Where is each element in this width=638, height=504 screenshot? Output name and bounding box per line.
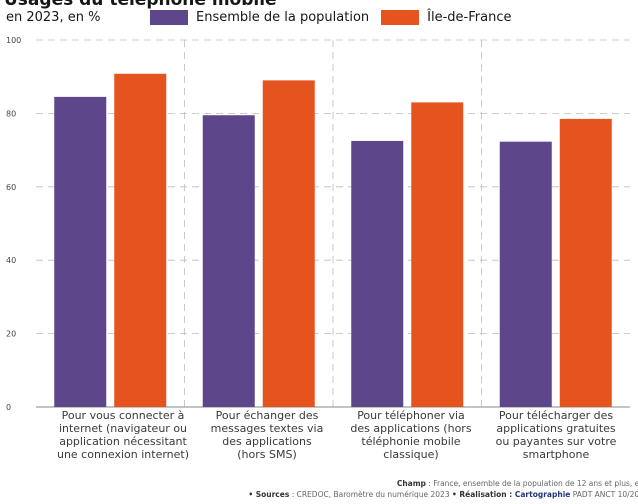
bar-series-1-category-1 [54,96,107,407]
legend-label-series-2: Île-de-France [427,10,512,25]
legend-swatch-series-2 [381,10,420,25]
bar-series-2-category-4 [559,118,612,407]
bar-series-1-category-2 [202,115,255,408]
footer-champ: Champ : France, ensemble de la populatio… [0,479,638,488]
chart-subtitle: en 2023, en % [6,10,101,25]
legend-label-series-1: Ensemble de la population [196,10,370,25]
footer-realisation-label: • Réalisation : [451,490,515,499]
legend-swatch-series-1 [150,10,188,25]
footer-sources: • Sources : CREDOC, Baromètre du numériq… [0,490,638,499]
y-tick-label-3: 60 [6,183,16,192]
bar-series-2-category-3 [411,102,464,407]
footer-brand: Cartographie [514,490,571,499]
category-label-1: Pour vous connecter à internet (navigate… [56,409,190,461]
footer-credit: PADT ANCT 10/202 [570,490,638,499]
legend-item-series-2: Île-de-France [381,10,511,25]
category-label-4: Pour télécharger des applications gratui… [495,409,617,461]
bar-series-2-category-2 [262,80,315,408]
bar-series-2-category-1 [114,73,167,407]
y-tick-label-0: 0 [6,403,11,412]
footer-champ-label: Champ [396,479,426,488]
chart-legend: Ensemble de la population Île-de-France [150,10,511,25]
y-tick-label-5: 100 [6,36,21,45]
footer-champ-text: : France, ensemble de la population de 1… [425,479,638,488]
category-label-3: Pour téléphoner via des applications (ho… [350,409,472,461]
chart-title: Usages du téléphone mobile [4,0,277,10]
y-tick-label-1: 20 [6,330,16,339]
legend-item-series-1: Ensemble de la population [150,10,369,25]
category-label-2: Pour échanger des messages textes via de… [210,409,324,461]
bar-series-1-category-4 [499,141,552,407]
bar-series-1-category-3 [351,140,404,408]
y-tick-label-2: 40 [6,256,16,265]
footer-sources-label: • Sources [248,490,290,499]
y-tick-label-4: 80 [6,109,16,118]
footer-sources-text: : CREDOC, Baromètre du numérique 2023 [289,490,452,499]
